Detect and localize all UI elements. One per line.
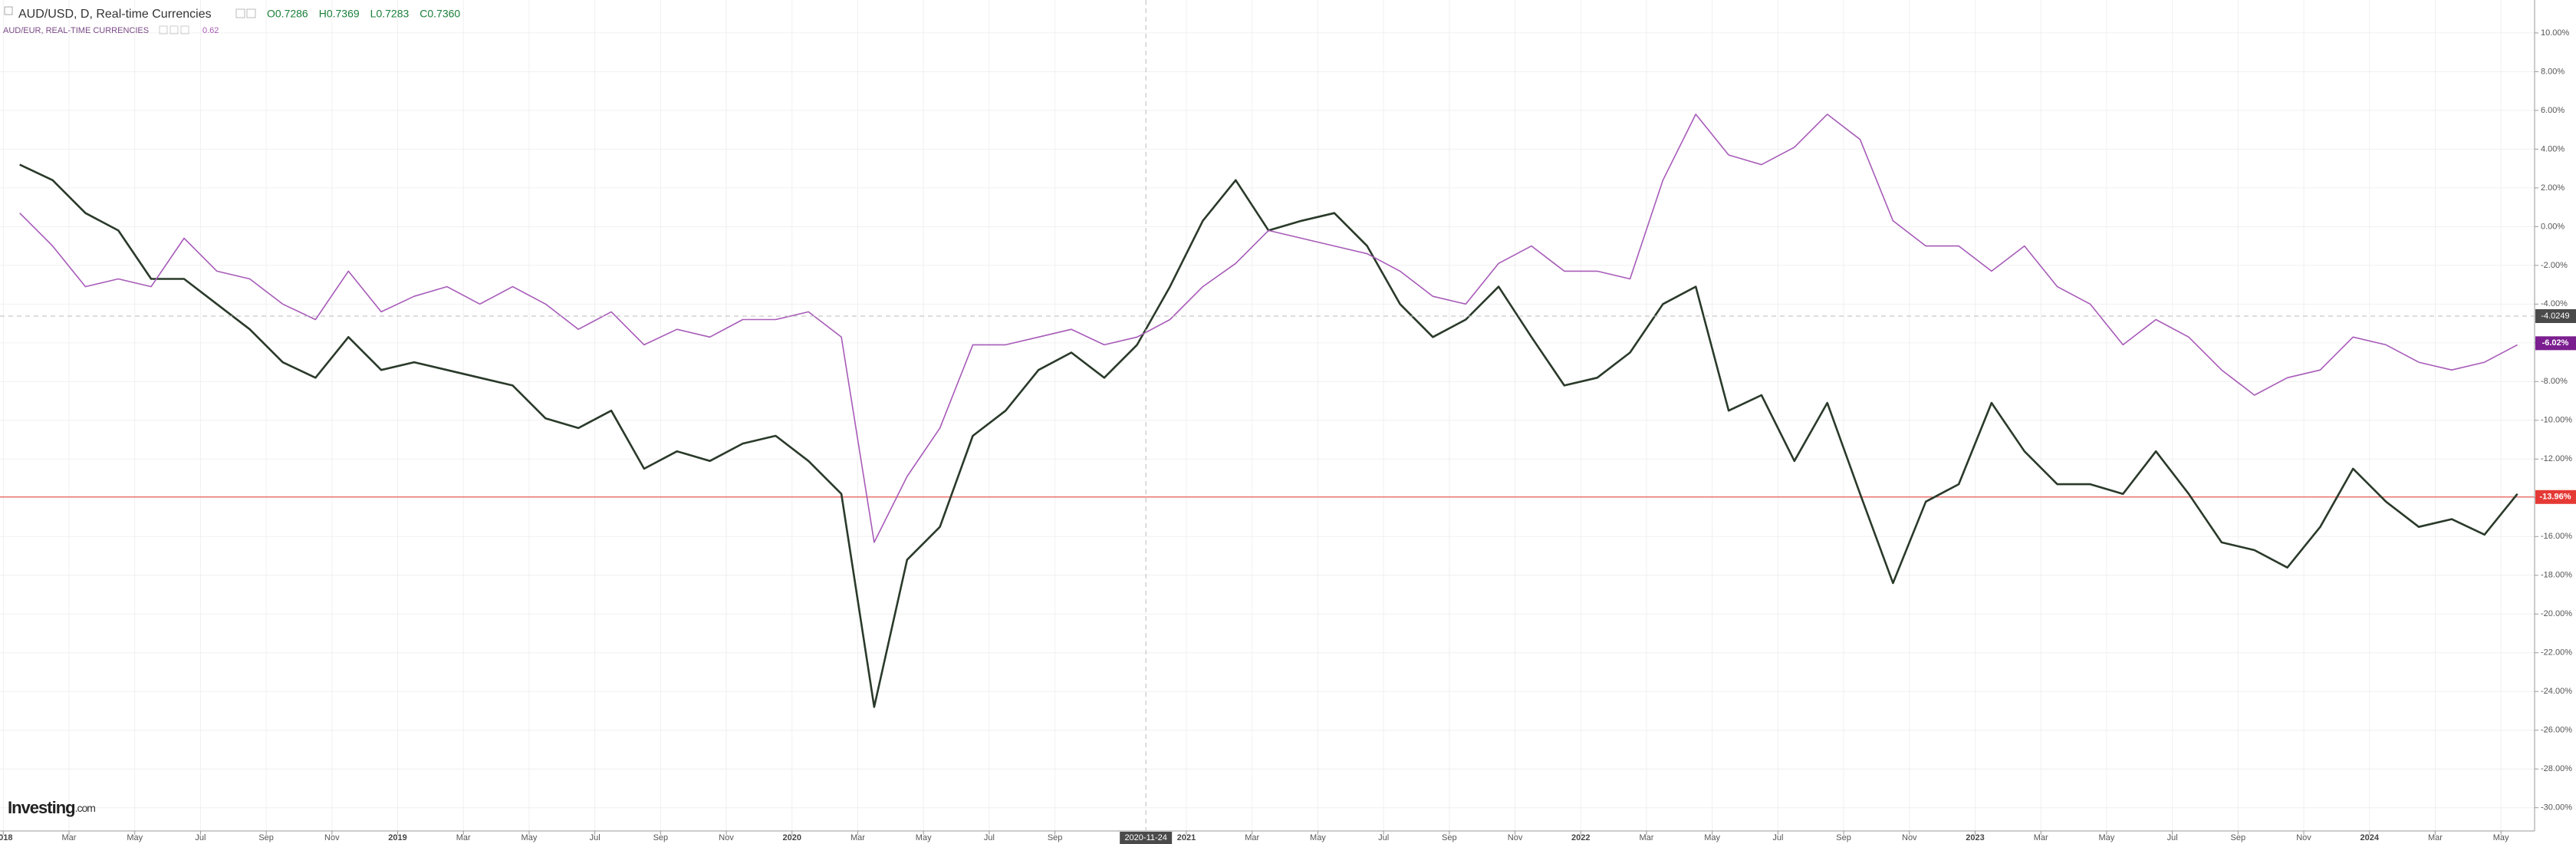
grid [0,0,2535,831]
y-tick-label: 6.00% [2541,106,2564,115]
x-tick-label: 2023 [1966,833,1984,842]
x-tick-label: Nov [719,833,734,842]
y-tick-label: -20.00% [2541,609,2572,618]
x-tick-label: Mar [850,833,865,842]
x-tick-label: Sep [1048,833,1063,842]
overlay-value: 0.62 [202,26,219,35]
series-line [19,114,2518,543]
x-tick-label: 2024 [2360,833,2379,842]
x-tick-label: 2019 [388,833,406,842]
overlay-title: AUD/EUR, REAL-TIME CURRENCIES [3,26,149,35]
x-tick-label: Jul [1378,833,1389,842]
x-tick-label: May [916,833,932,842]
menu-icon[interactable] [4,6,13,15]
x-tick-label: May [2493,833,2509,842]
brand-suffix: .com [75,802,96,814]
last-value-label: -6.02% [2542,338,2569,348]
x-tick-label: 2018 [0,833,13,842]
y-tick-label: -10.00% [2541,416,2572,425]
ohlc: O0.7286 H0.7369 L0.7283 C0.7360 [267,8,460,20]
symbol-title: AUD/USD, D, Real-time Currencies [18,8,212,21]
brand-name: Investing [8,798,75,817]
x-tick-label: Mar [456,833,471,842]
x-tick-label: May [2099,833,2115,842]
x-tick-label: Nov [2296,833,2311,842]
x-tick-label: Sep [258,833,274,842]
crosshair-x-box [1120,832,1173,844]
x-tick-label: Nov [1902,833,1917,842]
ohlc-value: C0.7360 [419,8,460,20]
x-tick-label: Jul [1772,833,1783,842]
overlay-settings[interactable] [159,25,168,35]
crosshair-x-label: 2020-11-24 [1124,833,1166,842]
crosshair-y-box [2535,309,2576,323]
x-tick-label: Mar [1245,833,1259,842]
x-tick-label: Mar [2428,833,2443,842]
y-tick-label: -24.00% [2541,687,2572,696]
x-tick-label: Jul [195,833,206,842]
y-tick-label: 10.00% [2541,28,2570,38]
y-tick-label: 0.00% [2541,222,2564,231]
y-tick-label: -16.00% [2541,532,2572,541]
y-tick-label: -8.00% [2541,377,2568,386]
settings-icon[interactable] [235,8,245,18]
x-tick-label: 2020 [783,833,801,842]
y-tick-label: -12.00% [2541,454,2572,463]
x-tick-label: Jul [2167,833,2178,842]
y-tick-label: 4.00% [2541,144,2564,153]
x-tick-label: 2022 [1571,833,1590,842]
x-tick-label: May [521,833,538,842]
series-line [19,163,2518,708]
ohlc-value: L0.7283 [370,8,410,20]
y-tick-label: 2.00% [2541,183,2564,193]
y-tick-label: -18.00% [2541,571,2572,580]
y-tick-label: -4.00% [2541,299,2568,308]
y-tick-label: 8.00% [2541,67,2564,76]
y-tick-label: -28.00% [2541,764,2572,773]
x-tick-label: May [1310,833,1326,842]
x-tick-label: Mar [62,833,77,842]
y-tick-label: -2.00% [2541,261,2568,270]
plot [0,114,2535,708]
x-tick-label: 2021 [1177,833,1196,842]
x-tick-label: May [127,833,143,842]
x-tick-label: Jul [590,833,600,842]
x-tick-label: Jul [984,833,995,842]
x-tick-label: Sep [653,833,669,842]
last-value-box [2535,336,2576,351]
x-tick-label: Mar [1639,833,1653,842]
y-tick-label: -22.00% [2541,648,2572,658]
brand: Investing.com [8,798,95,817]
ohlc-value: H0.7369 [319,8,360,20]
x-tick-label: Mar [2034,833,2048,842]
overlay-close[interactable] [180,25,189,35]
y-tick-label: -26.00% [2541,726,2572,735]
overlay-settings-2[interactable] [169,25,179,35]
x-tick-label: Sep [2231,833,2246,842]
reference-label: -13.96% [2540,493,2571,502]
x-tick-label: Nov [324,833,340,842]
x-tick-label: Sep [1442,833,1457,842]
x-tick-label: Nov [1508,833,1523,842]
x-tick-label: May [1704,833,1720,842]
reference-box [2535,490,2576,504]
ohlc-value: O0.7286 [267,8,308,20]
y-tick-label: -30.00% [2541,803,2572,813]
x-tick-label: Sep [1836,833,1851,842]
close-icon[interactable] [246,8,256,18]
crosshair-y-label: -4.0249 [2541,312,2569,321]
